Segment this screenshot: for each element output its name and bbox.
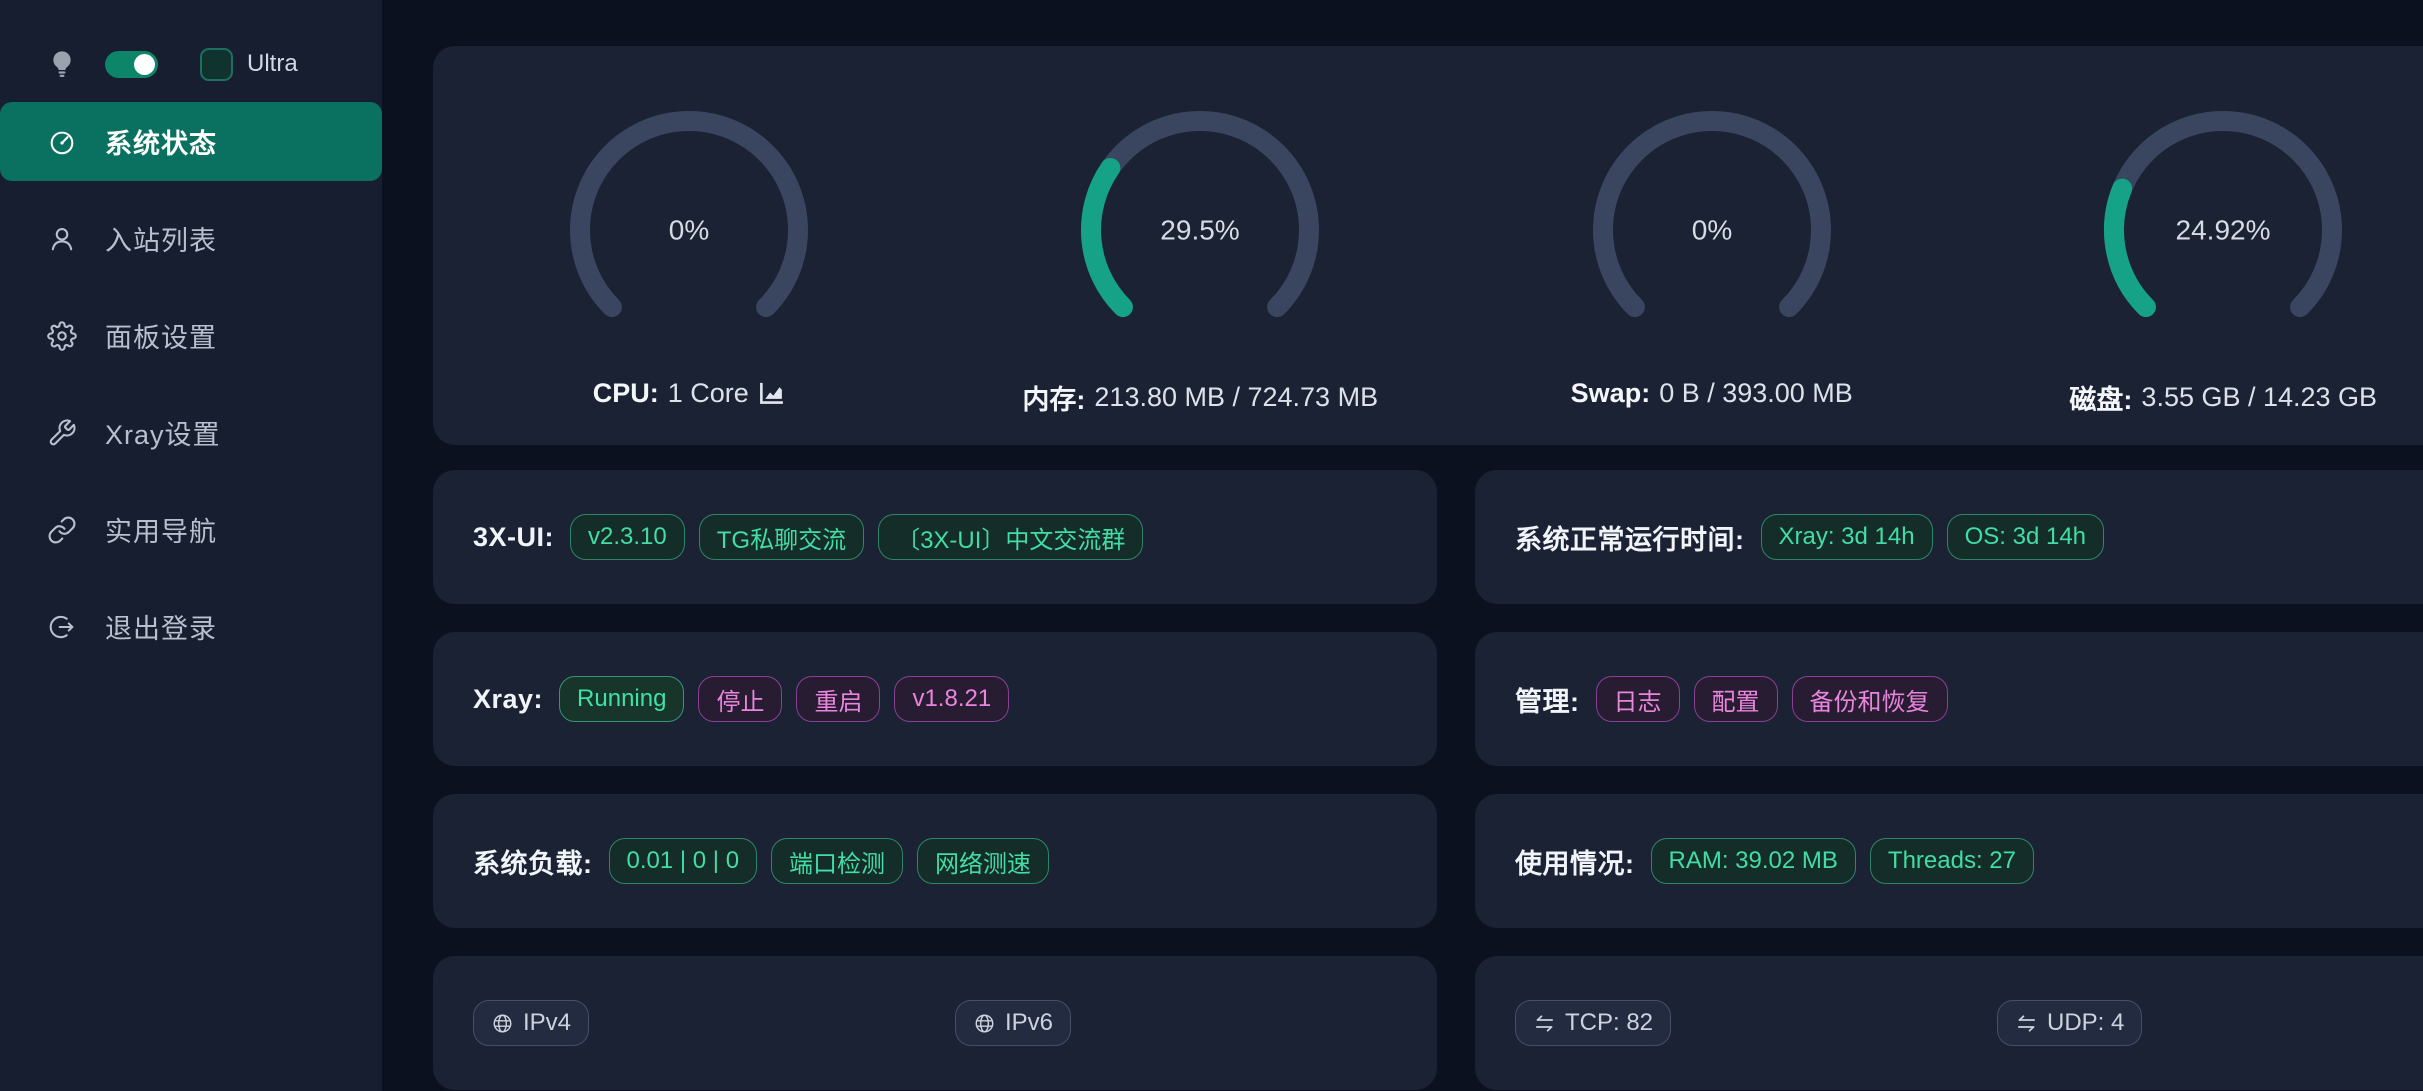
sidebar-item-label: 系统状态 xyxy=(105,129,217,159)
sidebar: Ultra 系统状态入站列表面板设置 Xray设置 实用导航退出登录 xyxy=(0,0,382,1091)
main-content: 0% CPU: 1 Core 29.5% 内存: 213.80 MB / 724.73 M… xyxy=(382,0,2423,1091)
sidebar-item-logout[interactable]: 退出登录 xyxy=(0,587,382,666)
lightbulb-icon xyxy=(47,49,77,79)
gauge-value: 24.92% xyxy=(2176,215,2271,246)
dashboard-icon xyxy=(47,127,77,157)
card-label: 系统负载: xyxy=(473,848,593,879)
sidebar-item-system-status[interactable]: 系统状态 xyxy=(0,102,382,181)
sidebar-item-panel-settings[interactable]: 面板设置 xyxy=(0,296,382,375)
config-button[interactable]: 配置 xyxy=(1693,676,1778,722)
xray-card: Xray: Running 停止 重启 v1.8.21 xyxy=(433,632,1437,766)
gauge-value: 29.5% xyxy=(1161,215,1240,246)
toggle-knob xyxy=(134,53,155,75)
cpu-gauge-arc: 0% xyxy=(569,110,808,318)
link-icon xyxy=(47,515,77,545)
logout-icon xyxy=(47,612,77,642)
sidebar-item-label: 入站列表 xyxy=(105,226,217,256)
port-check-button[interactable]: 端口检测 xyxy=(771,838,904,884)
xui-version-tag[interactable]: v2.3.10 xyxy=(570,514,685,560)
xray-version-tag[interactable]: v1.8.21 xyxy=(894,676,1010,722)
card-label: 系统正常运行时间: xyxy=(1515,524,1745,555)
gauge-value: 0% xyxy=(669,215,709,246)
connections-card: TCP: 82 UDP: 4 xyxy=(1475,956,2423,1090)
cpu-gauge: 0% CPU: 1 Core xyxy=(433,46,945,445)
sidebar-item-inbounds[interactable]: 入站列表 xyxy=(0,199,382,278)
ipv6-tag[interactable]: IPv6 xyxy=(955,1000,1072,1046)
os-uptime-tag: OS: 3d 14h xyxy=(1946,514,2105,560)
card-label: Xray: xyxy=(473,683,544,714)
speedtest-button[interactable]: 网络测速 xyxy=(917,838,1050,884)
system-gauges-card: 0% CPU: 1 Core 29.5% 内存: 213.80 MB / 724.73 M… xyxy=(433,46,2423,445)
memory-gauge: 29.5% 内存: 213.80 MB / 724.73 MB xyxy=(945,46,1457,445)
stop-xray-button[interactable]: 停止 xyxy=(698,676,783,722)
swap-gauge-arc: 0% xyxy=(1592,110,1831,318)
gauge-label: Swap: 0 B / 393.00 MB xyxy=(1570,378,1853,408)
disk-gauge: 24.92% 磁盘: 3.55 GB / 14.23 GB xyxy=(1968,46,2423,445)
dark-mode-toggle[interactable] xyxy=(105,50,158,78)
wrench-icon xyxy=(47,418,77,448)
gear-icon xyxy=(47,320,77,351)
card-label: 3X-UI: xyxy=(473,521,555,552)
sidebar-item-label: Xray设置 xyxy=(105,420,221,450)
swap-icon xyxy=(1533,1012,1556,1035)
ram-usage-tag: RAM: 39.02 MB xyxy=(1650,838,1856,884)
swap-gauge: 0% Swap: 0 B / 393.00 MB xyxy=(1456,46,1968,445)
sidebar-item-xray-settings[interactable]: Xray设置 xyxy=(0,393,382,472)
ultra-checkbox-label: Ultra xyxy=(247,50,298,77)
backup-restore-button[interactable]: 备份和恢复 xyxy=(1791,676,1948,722)
admin-card: 管理: 日志 配置 备份和恢复 xyxy=(1475,632,2423,766)
cpu-chart-icon[interactable] xyxy=(758,381,785,406)
globe-icon xyxy=(491,1012,514,1035)
udp-count-tag: UDP: 4 xyxy=(1997,1000,2143,1046)
card-label: 管理: xyxy=(1515,686,1580,717)
memory-gauge-arc: 29.5% xyxy=(1081,110,1320,318)
xui-card: 3X-UI: v2.3.10 TG私聊交流 〔3X-UI〕中文交流群 xyxy=(433,470,1437,604)
sidebar-item-label: 实用导航 xyxy=(105,517,217,547)
card-label: 使用情况: xyxy=(1515,848,1635,879)
sidebar-header: Ultra xyxy=(0,46,382,82)
usage-card: 使用情况: RAM: 39.02 MB Threads: 27 xyxy=(1475,794,2423,928)
ipv4-tag[interactable]: IPv4 xyxy=(473,1000,590,1046)
logs-button[interactable]: 日志 xyxy=(1595,676,1680,722)
sidebar-item-useful-links[interactable]: 实用导航 xyxy=(0,490,382,569)
gauge-value: 0% xyxy=(1692,215,1732,246)
system-load-tag: 0.01 | 0 | 0 xyxy=(608,838,758,884)
system-load-card: 系统负载: 0.01 | 0 | 0 端口检测 网络测速 xyxy=(433,794,1437,928)
gauge-label: CPU: 1 Core xyxy=(593,378,785,409)
xray-uptime-tag: Xray: 3d 14h xyxy=(1760,514,1933,560)
sidebar-item-label: 退出登录 xyxy=(105,614,217,644)
threads-tag: Threads: 27 xyxy=(1869,838,2034,884)
tg-chinese-group-tag[interactable]: 〔3X-UI〕中文交流群 xyxy=(878,514,1144,560)
gauge-label: 内存: 213.80 MB / 724.73 MB xyxy=(1022,382,1379,415)
xray-status-tag: Running xyxy=(559,676,685,722)
gauge-label: 磁盘: 3.55 GB / 14.23 GB xyxy=(2069,382,2378,415)
restart-xray-button[interactable]: 重启 xyxy=(796,676,881,722)
tg-private-chat-tag[interactable]: TG私聊交流 xyxy=(698,514,865,560)
sidebar-menu: 系统状态入站列表面板设置 Xray设置 实用导航退出登录 xyxy=(0,102,382,666)
uptime-card: 系统正常运行时间: Xray: 3d 14h OS: 3d 14h xyxy=(1475,470,2423,604)
disk-gauge-arc: 24.92% xyxy=(2104,110,2343,318)
tcp-count-tag: TCP: 82 xyxy=(1515,1000,1672,1046)
user-icon xyxy=(47,224,77,254)
ip-card: IPv4 IPv6 xyxy=(433,956,1437,1090)
sidebar-item-label: 面板设置 xyxy=(105,323,217,353)
ultra-checkbox[interactable] xyxy=(200,47,233,81)
globe-icon xyxy=(973,1012,996,1035)
info-cards-grid: 3X-UI: v2.3.10 TG私聊交流 〔3X-UI〕中文交流群 系统正常运行时间:… xyxy=(433,470,2423,1090)
swap-icon xyxy=(2015,1012,2038,1035)
